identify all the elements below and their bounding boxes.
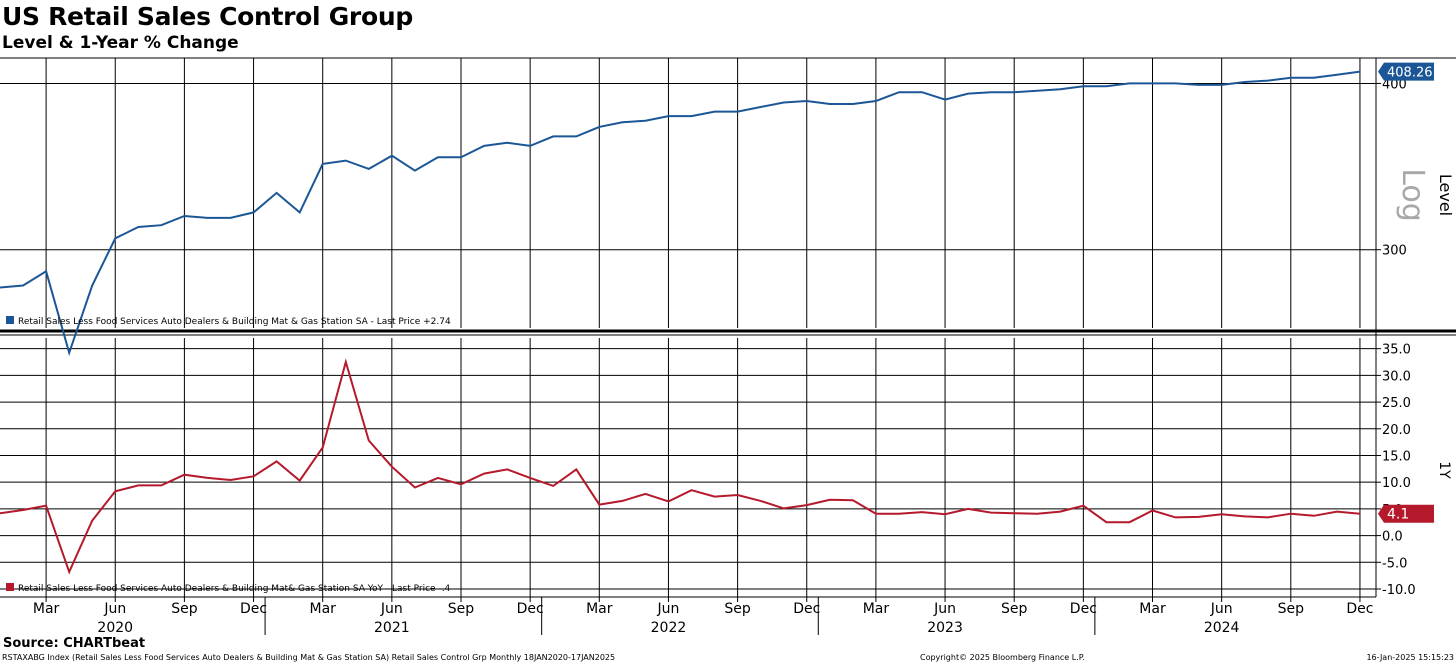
xtick-label-month: Dec (517, 601, 544, 617)
xtick-label-month: Dec (1070, 601, 1097, 617)
legend-text-bottom: Retail Sales Less Food Services Auto Dea… (18, 584, 451, 594)
xtick-label-month: Mar (586, 601, 613, 617)
ytick-label-top: 400 (1382, 77, 1407, 92)
footer-index-description: RSTAXABG Index (Retail Sales Less Food S… (2, 653, 616, 662)
xtick-label-month: Jun (657, 601, 680, 617)
ytick-label-bottom: 10.0 (1382, 476, 1411, 491)
footer-copyright: Copyright© 2025 Bloomberg Finance L.P. (920, 653, 1085, 662)
ytick-label-bottom: 15.0 (1382, 449, 1411, 464)
xtick-label-month: Jun (103, 601, 126, 617)
last-value-tag-top (1378, 62, 1434, 81)
xtick-label-month: Sep (724, 601, 751, 617)
ytick-label-bottom: 25.0 (1382, 396, 1411, 411)
labels: 300400-10.0-5.00.05.010.015.020.025.030.… (6, 62, 1455, 636)
last-value-label-bottom: 4.1 (1387, 507, 1409, 523)
series (0, 70, 1361, 575)
ytick-label-top: 300 (1382, 244, 1407, 259)
xtick-label-month: Sep (171, 601, 198, 617)
xtick-label-month: Mar (33, 601, 60, 617)
xtick-label-month: Dec (240, 601, 267, 617)
ylabel-bottom: 1Y (1436, 461, 1452, 479)
xtick-label-month: Sep (448, 601, 475, 617)
xtick-label-month: Dec (1346, 601, 1373, 617)
source-note: Source: CHARTbeat (3, 636, 146, 651)
xtick-label-year: 2024 (1204, 620, 1240, 636)
scale-label-top: Log (1395, 168, 1430, 222)
ytick-label-bottom: 0.0 (1382, 530, 1403, 545)
ytick-label-bottom: 20.0 (1382, 423, 1411, 438)
footer-timestamp: 16-Jan-2025 15:15:23 (1366, 653, 1454, 662)
grid-lines (0, 58, 1376, 597)
xtick-label-month: Jun (380, 601, 403, 617)
ytick-label-bottom: 30.0 (1382, 369, 1411, 384)
ytick-label-bottom: -10.0 (1382, 583, 1416, 598)
xtick-label-month: Jun (1210, 601, 1233, 617)
legend-swatch-top (6, 316, 14, 324)
xtick-label-month: Dec (793, 601, 820, 617)
chart-subtitle: Level & 1-Year % Change (2, 33, 239, 53)
yoy-series-line (0, 358, 1361, 575)
legend-swatch-bottom (6, 583, 14, 591)
ytick-label-bottom: -5.0 (1382, 556, 1407, 571)
xtick-label-year: 2022 (651, 620, 687, 636)
legend-text-top: Retail Sales Less Food Services Auto Dea… (18, 317, 451, 327)
xtick-label-month: Jun (933, 601, 956, 617)
xtick-label-year: 2023 (927, 620, 963, 636)
xtick-label-year: 2021 (374, 620, 410, 636)
last-value-tag-bottom (1378, 504, 1434, 523)
chart-title: US Retail Sales Control Group (2, 2, 413, 31)
xtick-label-year: 2020 (97, 620, 133, 636)
ylabel-top: Level (1436, 174, 1455, 216)
level-series-line (0, 70, 1361, 357)
axes (0, 57, 1456, 635)
xtick-label-month: Mar (309, 601, 336, 617)
xtick-label-month: Sep (1001, 601, 1028, 617)
xtick-label-month: Sep (1278, 601, 1305, 617)
ytick-label-bottom: 35.0 (1382, 343, 1411, 358)
xtick-label-month: Mar (1139, 601, 1166, 617)
last-value-label-top: 408.26 (1387, 66, 1433, 81)
xtick-label-month: Mar (863, 601, 890, 617)
